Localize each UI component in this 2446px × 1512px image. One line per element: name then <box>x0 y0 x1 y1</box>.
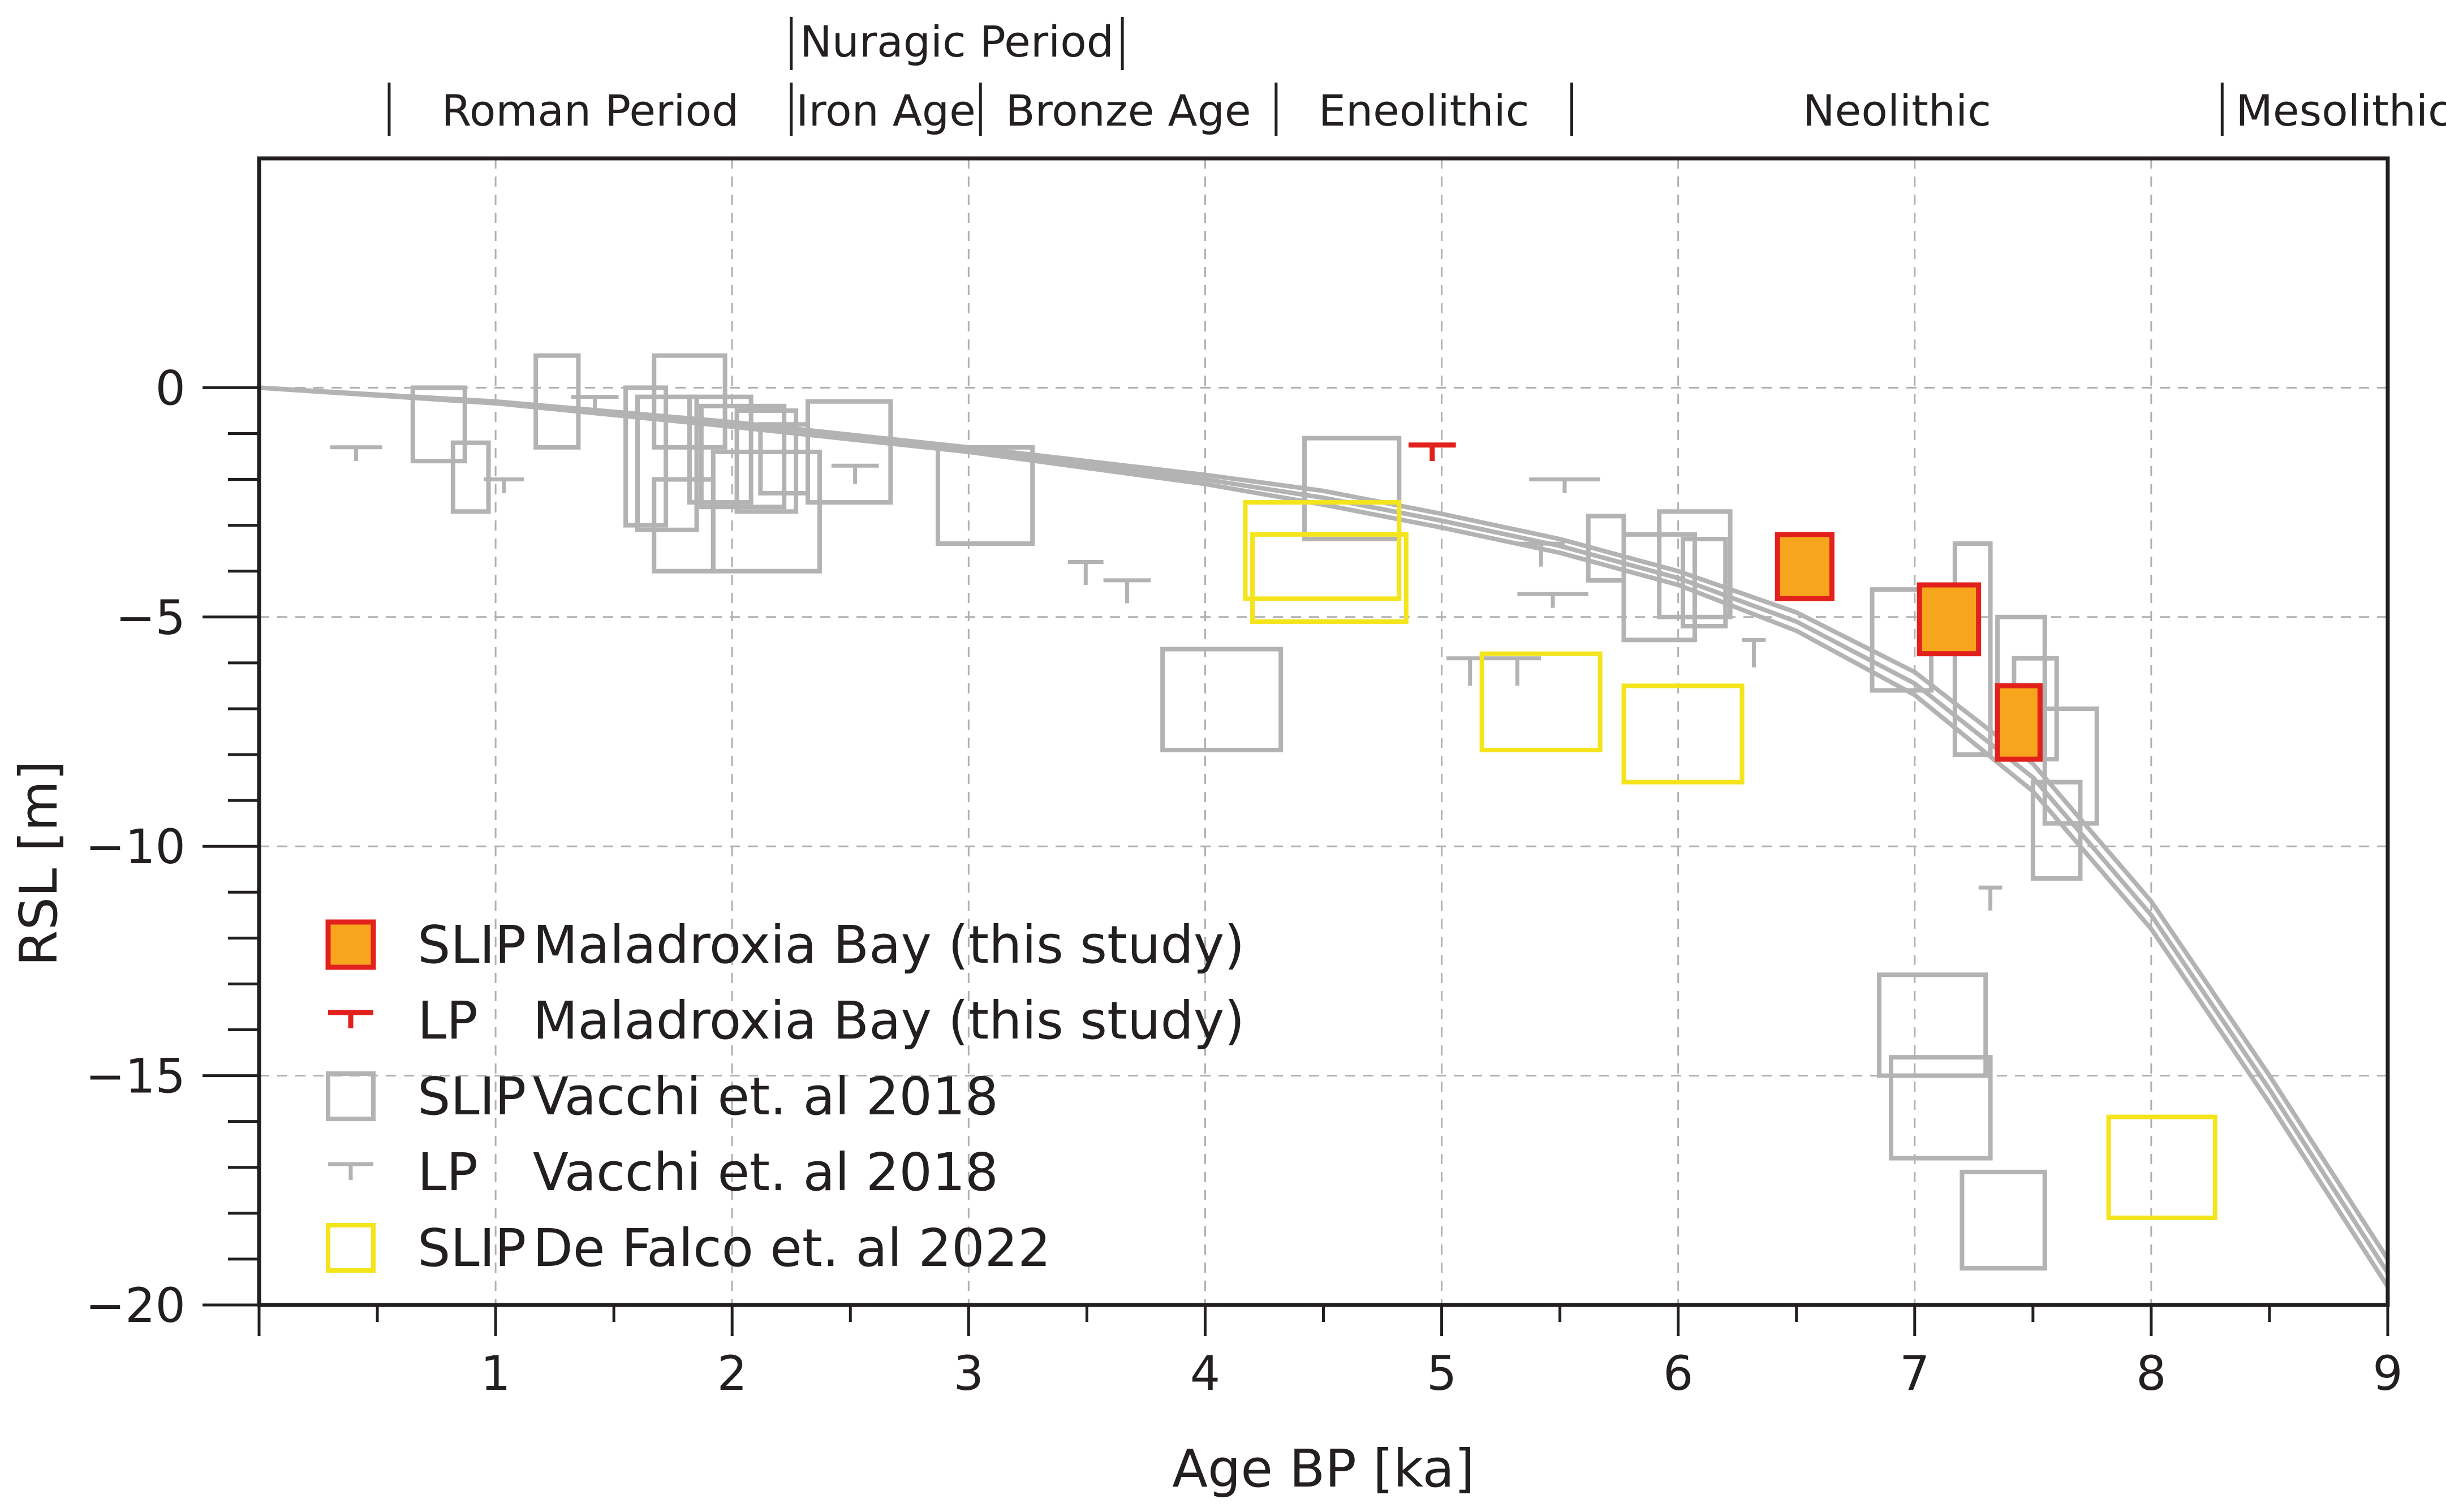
legend-item: SLIP De Falco et. al 2022 <box>326 1218 1051 1278</box>
vacchi-slip-box <box>1877 972 1988 1078</box>
vacchi-slip-box <box>1960 1169 2047 1271</box>
vacchi-slip-box <box>699 403 787 510</box>
vacchi-slip-box <box>806 399 893 505</box>
vacchi-slip-box <box>2042 706 2099 826</box>
vacchi-slip-box <box>450 440 491 514</box>
defalco-slip-box <box>1621 683 1745 785</box>
legend-label: De Falco et. al 2022 <box>533 1218 1051 1278</box>
defalco-slip-box <box>1250 532 1409 624</box>
vacchi-slip-box <box>1302 436 1402 541</box>
legend-item: LP Vacchi et. al 2018 <box>328 1142 998 1203</box>
maladroxia-lp-marker <box>1409 442 1456 462</box>
legend-symbol-maladroxia-slip <box>325 919 376 970</box>
nuragic-period-label: Nuragic Period <box>800 16 1114 67</box>
vacchi-lp-marker <box>1446 656 1494 686</box>
vacchi-lp-marker <box>330 445 382 462</box>
vacchi-slip-box <box>623 385 669 528</box>
vacchi-slip-box <box>687 394 753 505</box>
model-curve <box>259 385 2390 1261</box>
x-axis-title: Age BP [ka] <box>1172 1438 1475 1499</box>
legend-prefix: SLIP <box>417 1066 526 1127</box>
legend-item: SLIP Vacchi et. al 2018 <box>326 1066 998 1127</box>
x-tick-label: 2 <box>717 1346 747 1401</box>
maladroxia-slip-box <box>1775 532 1834 601</box>
vacchi-slip-box <box>935 445 1035 546</box>
period-label: Iron Age <box>796 85 976 136</box>
x-tick-label: 9 <box>2372 1346 2402 1401</box>
x-tick-label: 8 <box>2136 1346 2166 1401</box>
legend-prefix: LP <box>417 1142 478 1203</box>
vacchi-slip-box <box>1657 509 1733 619</box>
x-tick-label: 4 <box>1190 1346 1220 1401</box>
x-tick-label: 1 <box>480 1346 510 1401</box>
legend-label: Vacchi et. al 2018 <box>533 1066 998 1127</box>
vacchi-slip-box <box>635 394 699 532</box>
vacchi-lp-marker <box>1978 885 2003 911</box>
model-curves <box>259 385 2390 1288</box>
vacchi-lp-marker <box>484 477 524 493</box>
vacchi-lp-marker <box>831 463 879 484</box>
vacchi-lp-marker <box>1067 560 1104 585</box>
x-tick-label: 7 <box>1900 1346 1930 1401</box>
legend-label: Maladroxia Bay (this study) <box>533 990 1244 1051</box>
vacchi-slip-box <box>1681 536 1728 629</box>
x-tick-label: 6 <box>1663 1346 1693 1401</box>
maladroxia-slip-box <box>1917 582 1982 657</box>
vacchi-slip-box <box>734 408 799 514</box>
y-tick-label: −15 <box>85 1049 186 1104</box>
legend-prefix: SLIP <box>417 1218 526 1278</box>
vacchi-slip-box <box>533 353 581 450</box>
vacchi-slip-box <box>410 385 467 464</box>
data-marks <box>330 353 2217 1271</box>
y-axis-title: RSL [m] <box>8 760 69 966</box>
axes: 1 2 3 4 5 6 7 8 9 0 −5 −10 −15 −20 <box>85 360 2403 1401</box>
period-timeline: Roman Period Iron Age Bronze Age Eneolithic… <box>387 16 2446 136</box>
model-curve <box>259 385 2390 1274</box>
vacchi-lp-marker <box>1742 637 1766 667</box>
period-label: Neolithic <box>1803 85 1991 136</box>
legend: SLIP Maladroxia Bay (this study)LP Maladro… <box>325 915 1244 1278</box>
period-label: Mesolithic <box>2236 85 2446 136</box>
defalco-slip-box <box>1243 500 1402 601</box>
legend-item: SLIP Maladroxia Bay (this study) <box>325 915 1244 975</box>
period-label: Bronze Age <box>1005 85 1251 136</box>
legend-item: LP Maladroxia Bay (this study) <box>328 990 1244 1051</box>
y-tick-label: −5 <box>115 590 186 645</box>
defalco-slip-box <box>1479 651 1603 752</box>
legend-prefix: LP <box>417 990 478 1051</box>
y-tick-label: 0 <box>156 360 186 416</box>
x-tick-label: 3 <box>954 1346 984 1401</box>
vacchi-lp-marker <box>1517 541 1565 567</box>
legend-prefix: SLIP <box>417 915 526 975</box>
defalco-slip-box <box>2106 1114 2217 1220</box>
x-tick-label: 5 <box>1427 1346 1457 1401</box>
vacchi-lp-marker <box>1517 592 1588 608</box>
legend-symbol-vacchi-slip <box>326 1071 376 1121</box>
vacchi-lp-marker <box>1103 578 1151 604</box>
vacchi-lp-marker <box>571 395 619 416</box>
grid-lines <box>259 158 2388 1305</box>
vacchi-slip-box <box>1888 1055 1993 1161</box>
vacchi-slip-box <box>1160 647 1284 752</box>
vacchi-lp-marker <box>1493 656 1541 686</box>
legend-symbol-defalco-slip <box>326 1223 376 1273</box>
vacchi-slip-box <box>2030 779 2083 881</box>
legend-label: Vacchi et. al 2018 <box>533 1142 998 1203</box>
period-label: Roman Period <box>441 85 739 136</box>
y-tick-label: −10 <box>85 819 186 875</box>
period-label: Eneolithic <box>1319 85 1530 136</box>
model-curve <box>259 385 2390 1288</box>
legend-label: Maladroxia Bay (this study) <box>533 915 1244 975</box>
vacchi-lp-marker <box>1529 477 1600 493</box>
vacchi-slip-box <box>710 449 822 574</box>
maladroxia-slip-box <box>1995 683 2043 762</box>
y-tick-label: −20 <box>85 1278 186 1333</box>
